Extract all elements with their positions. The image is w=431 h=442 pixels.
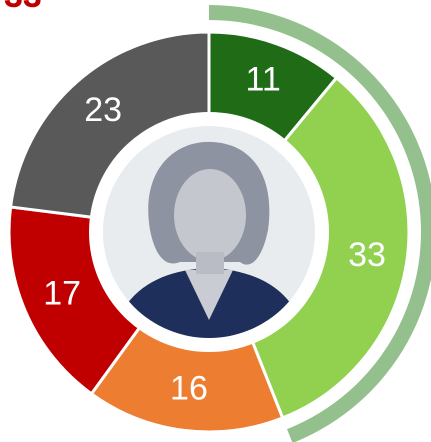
annotation: 33 xyxy=(4,0,42,15)
portrait xyxy=(89,112,329,352)
segment-label: 11 xyxy=(246,60,281,98)
chart: 33 11 33 16 17 23 xyxy=(0,0,431,442)
page: 33 1133161723 (() => { const data = JSON… xyxy=(0,0,431,442)
segment-label: 33 xyxy=(348,236,386,274)
segment-label: 16 xyxy=(170,370,208,408)
segment-label: 17 xyxy=(43,275,81,313)
segment-label: 23 xyxy=(84,91,122,129)
